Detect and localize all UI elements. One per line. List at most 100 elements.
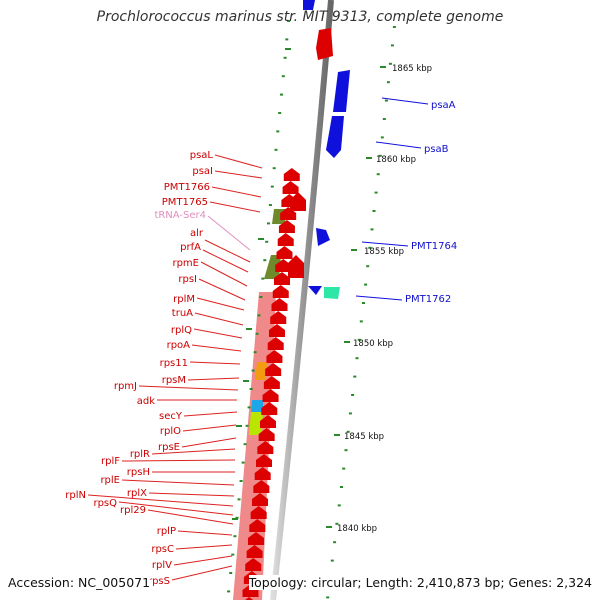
minus-gene-arrow [290,192,306,211]
gene-label-secY[interactable]: secY [159,411,183,422]
gene-label-pmt1765[interactable]: PMT1765 [162,197,208,208]
leader-line [202,249,249,273]
minus-gene-arrow [245,558,262,571]
gene-label-truA[interactable]: truA [172,308,193,319]
leader-line [204,239,251,263]
gene-label-pmt1766[interactable]: PMT1766 [164,182,210,193]
scale-dot [380,136,384,139]
scale-dot [376,173,380,176]
gene-label-rplN[interactable]: rplN [65,490,86,501]
leader-line [189,361,241,365]
gene-label-rpmJ[interactable]: rpmJ [114,381,137,392]
leader-line [148,492,235,497]
scale-dot [227,590,231,593]
gene-label-rplQ[interactable]: rplQ [171,325,192,336]
leader-line [196,297,245,311]
gene-label-rps11[interactable]: rps11 [160,358,188,369]
scale-dot [267,222,270,225]
tick-label: 1860 kbp [376,155,416,165]
psaA-block [333,70,350,112]
gene-label-rpsM[interactable]: rpsM [162,375,186,386]
gene-label-rpsH[interactable]: rpsH [127,467,150,478]
leader-line [211,186,262,198]
major-tick [351,249,357,251]
leader-line [194,312,244,326]
scale-dot [364,283,368,286]
minus-gene-arrow [283,168,300,181]
gene-label-rplM[interactable]: rplM [173,294,195,305]
gene-label-psaA[interactable]: psaA [431,100,456,111]
major-tick [334,434,340,436]
scale-dot [372,210,376,212]
scale-dot [233,535,237,538]
gene-label-rpsI[interactable]: rpsI [178,274,197,285]
scale-dot [265,240,269,243]
gene-label-adk[interactable]: adk [137,396,155,407]
operon-band-green [264,255,281,279]
scale-dot [257,314,261,317]
gene-label-pmt1764[interactable]: PMT1764 [411,241,457,252]
major-tick [258,238,264,240]
gene-label-rplE[interactable]: rplE [100,475,120,486]
scale-dot [280,93,283,96]
minus-strand-genes [242,168,306,600]
pmt1764-block [316,228,330,246]
leader-line [214,170,263,179]
top-red-block [316,28,333,60]
minus-gene-arrow [261,402,278,415]
scale-dot [366,265,370,268]
gene-label-rplV[interactable]: rplV [152,560,172,571]
scale-dot [359,320,363,323]
scale-dot [229,572,233,574]
scale-dot [237,498,241,501]
scale-dot [353,375,357,378]
gene-label-rpsC[interactable]: rpsC [151,544,174,555]
scale-dot [249,388,253,390]
gene-label-psaB[interactable]: psaB [424,144,449,155]
scale-dot [348,412,352,415]
minus-gene-arrow [275,259,292,272]
leader-line [193,328,243,339]
scale-dot [382,118,386,120]
scale-dots [227,20,396,599]
minus-gene-arrow [288,255,304,278]
gene-label-psaI[interactable]: psaI [192,166,213,177]
map-title: Prochlorococcus marinus str. MIT 9313, c… [96,9,504,25]
gene-label-rplP[interactable]: rplP [157,526,176,537]
scale-dot [374,191,378,194]
gene-label-rpsE[interactable]: rpsE [158,442,180,453]
gene-label-psaL[interactable]: psaL [190,150,214,161]
gene-label-prfA[interactable]: prfA [180,242,201,253]
gene-label-alr[interactable]: alr [190,228,204,239]
scale-dot [346,430,350,433]
minus-gene-arrow [263,376,280,389]
leader-line [191,344,242,352]
minus-gene-arrow [257,441,274,454]
major-tick [236,425,242,427]
gene-label-pmt1762[interactable]: PMT1762 [405,294,451,305]
gene-label-rplF[interactable]: rplF [101,456,120,467]
gene-label-rpoA[interactable]: rpoA [167,340,191,351]
psaB-block [326,116,344,158]
gene-label-rpsQ[interactable]: rpsQ [93,498,117,509]
leader-line [173,555,233,566]
scale-dot [337,504,341,507]
major-tick [243,380,249,382]
tick-label: 1850 kbp [353,339,393,349]
leader-line [183,411,238,417]
gene-label-rpmE[interactable]: rpmE [172,258,199,269]
operon-lime [249,412,263,435]
gene-label-rplX[interactable]: rplX [127,488,147,499]
leader-line [200,261,248,287]
minus-gene-arrow [262,389,279,402]
major-tick [380,66,386,68]
major-tick [246,328,252,330]
gene-label-trna-ser4[interactable]: tRNA-Ser4 [154,210,206,221]
gene-label-rpsS[interactable]: rpsS [148,576,170,587]
minus-gene-arrow [270,311,287,324]
gene-label-rplR[interactable]: rplR [130,449,150,460]
gene-label-rplO[interactable]: rplO [160,426,181,437]
minus-gene-arrow [276,246,293,259]
gene-label-rpl29[interactable]: rpl29 [120,505,146,516]
scale-dot [270,185,274,188]
